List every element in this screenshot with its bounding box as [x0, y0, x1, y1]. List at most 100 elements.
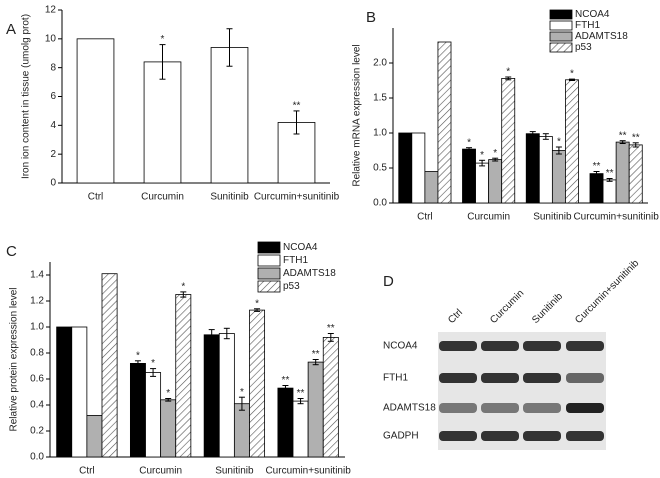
bar [488, 159, 503, 204]
bar [292, 400, 309, 458]
y-tick-label: 2.0 [373, 58, 387, 69]
bar [475, 162, 490, 204]
band [439, 403, 477, 413]
bar [551, 150, 566, 204]
bar [203, 334, 220, 458]
bar [501, 78, 516, 204]
y-tick-label: 12 [45, 5, 57, 16]
legend-label: NCOA4 [283, 242, 318, 253]
row-label: FTH1 [383, 373, 408, 384]
bar [307, 361, 324, 458]
bar [145, 372, 162, 458]
y-tick-label: 4 [50, 120, 56, 131]
x-tick-label: Curcumin+sunitinib [265, 466, 351, 477]
band [523, 341, 561, 351]
significance: * [240, 387, 244, 398]
y-tick-label: 0.0 [373, 198, 387, 209]
y-tick-label: 1.5 [373, 93, 387, 104]
band [523, 373, 561, 383]
bar [462, 148, 476, 204]
band [481, 403, 519, 413]
y-tick-label: 0.5 [373, 163, 387, 174]
significance: * [255, 298, 259, 309]
bar [538, 136, 553, 204]
legend-swatch [257, 280, 281, 293]
significance: * [181, 282, 185, 293]
y-axis-label: Iron ion content in tissue (umolg prot) [21, 14, 32, 179]
y-axis-label: Relative protein expression level [9, 288, 20, 432]
band [481, 431, 519, 441]
y-tick-label: 2 [50, 149, 56, 160]
y-tick-label: 1.0 [30, 322, 44, 333]
panel-label: A [6, 21, 16, 38]
bar [175, 294, 192, 458]
panel-label: D [383, 273, 394, 290]
bar [424, 171, 439, 204]
significance: * [506, 67, 510, 78]
significance: * [480, 150, 484, 161]
legend-swatch [549, 20, 573, 31]
legend-swatch [257, 241, 281, 254]
legend-label: p53 [283, 281, 300, 292]
y-tick-label: 10 [45, 33, 57, 44]
bar [71, 326, 88, 458]
band [566, 431, 604, 441]
bar [56, 326, 73, 458]
legend-swatch [549, 42, 573, 53]
bar [160, 399, 177, 458]
bar [411, 132, 426, 204]
lane-label: Sunitinib [530, 291, 565, 326]
band [566, 341, 604, 351]
y-tick-label: 0 [50, 178, 56, 189]
legend-label: ADAMTS18 [575, 31, 628, 42]
legend-label: FTH1 [283, 255, 308, 266]
bar [322, 336, 339, 458]
legend-swatch [257, 254, 281, 267]
y-tick-label: 8 [50, 62, 56, 73]
legend-label: ADAMTS18 [283, 268, 336, 279]
lane-label: Curcumin+sunitinib [573, 258, 641, 326]
bar [233, 403, 250, 458]
row-label: NCOA4 [383, 341, 418, 352]
y-tick-label: 0.8 [30, 348, 44, 359]
bar [628, 144, 643, 204]
band [523, 431, 561, 441]
bar [210, 47, 249, 184]
bar [525, 133, 540, 204]
bar [398, 132, 413, 204]
significance: * [467, 137, 471, 148]
y-tick-label: 1.2 [30, 296, 44, 307]
lane-label: Ctrl [446, 307, 465, 326]
x-tick-label: Ctrl [417, 212, 433, 223]
x-tick-label: Sunitinib [533, 212, 572, 223]
legend-swatch [257, 267, 281, 280]
x-tick-label: Sunitinib [210, 192, 249, 203]
significance: ** [297, 388, 305, 399]
bar [565, 79, 579, 204]
x-tick-label: Curcumin+sunitinib [254, 192, 340, 203]
y-tick-label: 6 [50, 91, 56, 102]
significance: ** [606, 168, 614, 179]
significance: * [136, 350, 140, 361]
bar [249, 309, 266, 458]
panel-label: C [6, 243, 17, 260]
x-tick-label: Curcumin [467, 212, 510, 223]
blot-background [438, 332, 606, 450]
x-tick-label: Sunitinib [215, 466, 254, 477]
significance: * [557, 137, 561, 148]
bar [437, 41, 452, 204]
band [439, 431, 477, 441]
bar [143, 61, 182, 184]
band [481, 373, 519, 383]
y-axis-label: Relative mRNA expression level [352, 44, 363, 186]
band [566, 373, 604, 383]
x-tick-label: Curcumin+sunitinib [573, 212, 659, 223]
significance: * [570, 69, 574, 80]
significance: ** [632, 132, 640, 143]
legend-swatch [549, 31, 573, 42]
bar [277, 387, 294, 458]
panel-label: B [366, 9, 376, 26]
x-tick-label: Ctrl [79, 466, 95, 477]
bar [589, 173, 604, 204]
